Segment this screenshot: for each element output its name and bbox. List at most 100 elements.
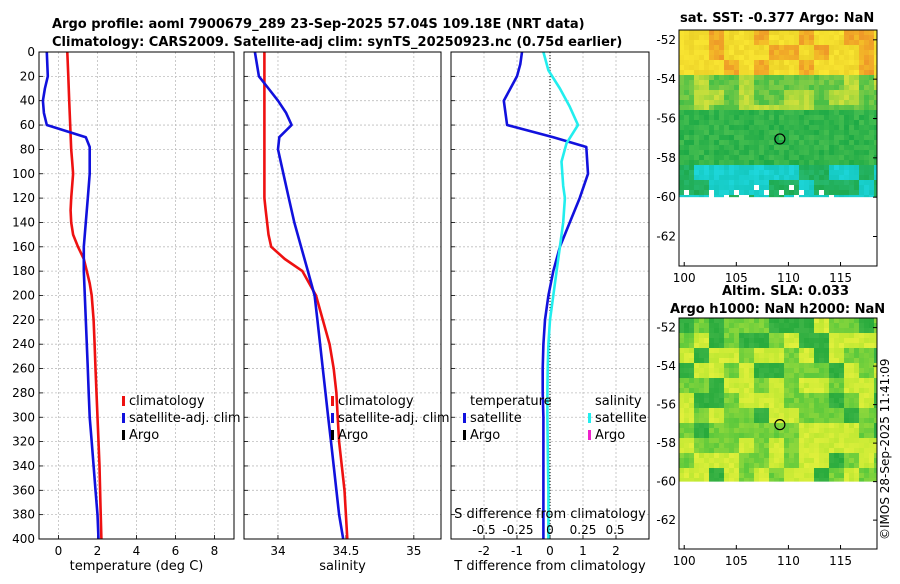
sla-cell <box>809 338 814 343</box>
sst-cell <box>839 185 844 190</box>
sla-cell <box>684 418 689 423</box>
sst-cell <box>704 145 709 150</box>
sst-cell <box>849 35 854 40</box>
sst-cell <box>734 190 739 195</box>
sst-cell <box>809 130 814 135</box>
sst-cell <box>789 90 794 95</box>
sla-cell <box>709 468 714 473</box>
sla-cell <box>694 368 699 373</box>
sst-cell <box>729 30 734 35</box>
sla-cell <box>694 353 699 358</box>
sst-cell <box>794 60 799 65</box>
sst-cell <box>709 30 714 35</box>
sla-cell <box>854 428 859 433</box>
sst-cell <box>689 175 694 180</box>
sst-cell <box>714 80 719 85</box>
sla-cell <box>809 383 814 388</box>
sla-cell <box>744 318 749 323</box>
sst-cell <box>729 95 734 100</box>
sst-cell <box>774 145 779 150</box>
x-tick-label: 2 <box>94 544 102 558</box>
sst-cell <box>834 150 839 155</box>
sst-cell <box>734 85 739 90</box>
sla-cell <box>869 433 874 438</box>
sst-cell <box>704 45 709 50</box>
sst-cell <box>759 35 764 40</box>
sst-cell <box>709 35 714 40</box>
sla-cell <box>814 408 819 413</box>
sst-cell <box>819 180 824 185</box>
sla-cell <box>709 333 714 338</box>
sla-cell <box>799 398 804 403</box>
sla-cell <box>824 348 829 353</box>
sst-cell <box>809 60 814 65</box>
sla-cell <box>779 428 784 433</box>
sst-cell <box>839 70 844 75</box>
sla-cell <box>724 328 729 333</box>
sla-cell <box>829 373 834 378</box>
sst-cell <box>774 190 779 195</box>
sla-cell <box>854 398 859 403</box>
sst-cell <box>699 105 704 110</box>
sst-cell <box>849 155 854 160</box>
sst-cell <box>724 75 729 80</box>
sst-cell <box>754 125 759 130</box>
sla-cell <box>784 368 789 373</box>
sla-cell <box>824 368 829 373</box>
sla-cell <box>824 473 829 478</box>
sla-cell <box>864 353 869 358</box>
sst-cell <box>814 105 819 110</box>
series-line-0 <box>263 52 349 540</box>
sst-cell <box>819 195 824 198</box>
sla-cell <box>829 413 834 418</box>
sla-cell <box>869 318 874 323</box>
sla-cell <box>849 443 854 448</box>
sla-cell <box>854 353 859 358</box>
sst-cell <box>864 65 869 70</box>
sst-cell <box>789 145 794 150</box>
sst-cell <box>804 170 809 175</box>
sst-cell <box>804 110 809 115</box>
sst-cell <box>729 155 734 160</box>
sla-cell <box>774 393 779 398</box>
sla-cell <box>784 343 789 348</box>
sla-cell <box>744 398 749 403</box>
sla-cell <box>854 463 859 468</box>
sst-cell <box>679 140 684 145</box>
sla-cell <box>799 378 804 383</box>
lat-tick-label: -60 <box>656 475 676 489</box>
sla-cell <box>704 438 709 443</box>
sla-cell <box>694 323 699 328</box>
x-axis-label: T difference from climatology <box>453 559 646 574</box>
sla-cell <box>769 323 774 328</box>
sla-cell <box>824 358 829 363</box>
sst-cell <box>829 35 834 40</box>
sla-cell <box>799 383 804 388</box>
sst-cell <box>849 120 854 125</box>
sst-cell <box>764 140 769 145</box>
sst-cell <box>839 65 844 70</box>
sla-cell <box>734 323 739 328</box>
sst-cell <box>824 160 829 165</box>
sla-cell <box>814 383 819 388</box>
sst-cell <box>754 145 759 150</box>
lon-tick-label: 115 <box>829 271 852 285</box>
sst-cell <box>694 180 699 185</box>
sst-cell <box>859 100 864 105</box>
sla-cell <box>729 368 734 373</box>
sst-cell <box>789 185 794 190</box>
sst-cell <box>829 100 834 105</box>
sst-cell <box>829 90 834 95</box>
sst-cell <box>799 85 804 90</box>
sla-cell <box>824 413 829 418</box>
sst-cell <box>809 155 814 160</box>
sla-cell <box>699 428 704 433</box>
sla-cell <box>859 423 864 428</box>
sla-cell <box>749 363 754 368</box>
sst-cell <box>679 160 684 165</box>
sst-cell <box>719 105 724 110</box>
sla-cell <box>789 358 794 363</box>
sst-cell <box>839 120 844 125</box>
sla-cell <box>694 463 699 468</box>
sla-cell <box>844 353 849 358</box>
